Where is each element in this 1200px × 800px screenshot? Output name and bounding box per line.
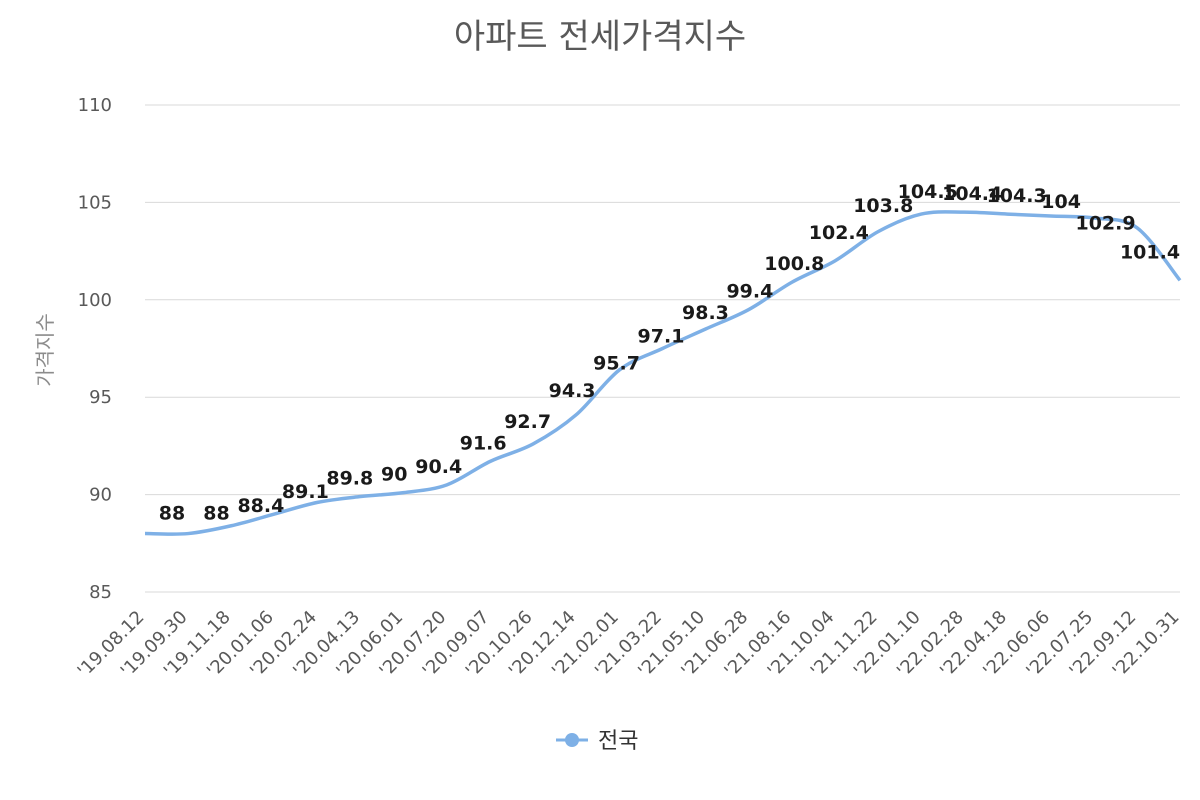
data-label: 89.8 [326, 467, 373, 489]
y-axis-ticks: 85 90 95 100 105 110 [78, 95, 112, 603]
x-axis-ticks: '19.08.12'19.09.30'19.11.18'20.01.06'20.… [74, 607, 1184, 682]
data-label: 88.4 [237, 495, 284, 517]
data-label: 100.8 [764, 253, 824, 275]
y-tick-label: 95 [89, 387, 112, 408]
y-tick-label: 110 [78, 95, 112, 116]
data-label: 99.4 [726, 280, 773, 302]
data-label: 90 [381, 464, 407, 486]
data-label: 88 [203, 503, 229, 525]
y-tick-label: 85 [89, 582, 112, 603]
data-label: 104 [1041, 191, 1081, 213]
data-label: 92.7 [504, 411, 551, 433]
data-label: 102.9 [1075, 212, 1135, 234]
data-labels: 88 88 88.489.189.8 90 90.491.692.7 94.3 95.7 97… [159, 181, 1180, 524]
data-label: 91.6 [460, 432, 507, 454]
data-label: 102.4 [809, 222, 869, 244]
data-label: 89.1 [282, 481, 329, 503]
data-label: 88 [159, 503, 185, 525]
y-tick-label: 105 [78, 192, 112, 213]
data-label: 97.1 [638, 325, 685, 347]
legend: 전국 [556, 729, 638, 754]
y-axis-label: 가격지수 [33, 313, 57, 387]
y-tick-label: 100 [78, 290, 112, 311]
data-label: 98.3 [682, 302, 729, 324]
legend-label-series: 전국 [598, 729, 638, 754]
legend-dot-marker [565, 733, 579, 747]
data-label: 104.5 [898, 181, 958, 203]
gridlines [145, 104, 1180, 593]
data-label: 94.3 [549, 380, 596, 402]
data-label: 101.4 [1120, 242, 1180, 264]
data-label: 103.8 [853, 195, 913, 217]
data-label: 90.4 [415, 456, 462, 478]
chart-title: 아파트 전세가격지수 [454, 17, 746, 57]
y-tick-label: 90 [89, 485, 112, 506]
data-label: 95.7 [593, 353, 640, 375]
data-label: 104.3 [987, 185, 1047, 207]
data-label: 104.4 [942, 183, 1002, 205]
series-layer [144, 210, 1182, 536]
